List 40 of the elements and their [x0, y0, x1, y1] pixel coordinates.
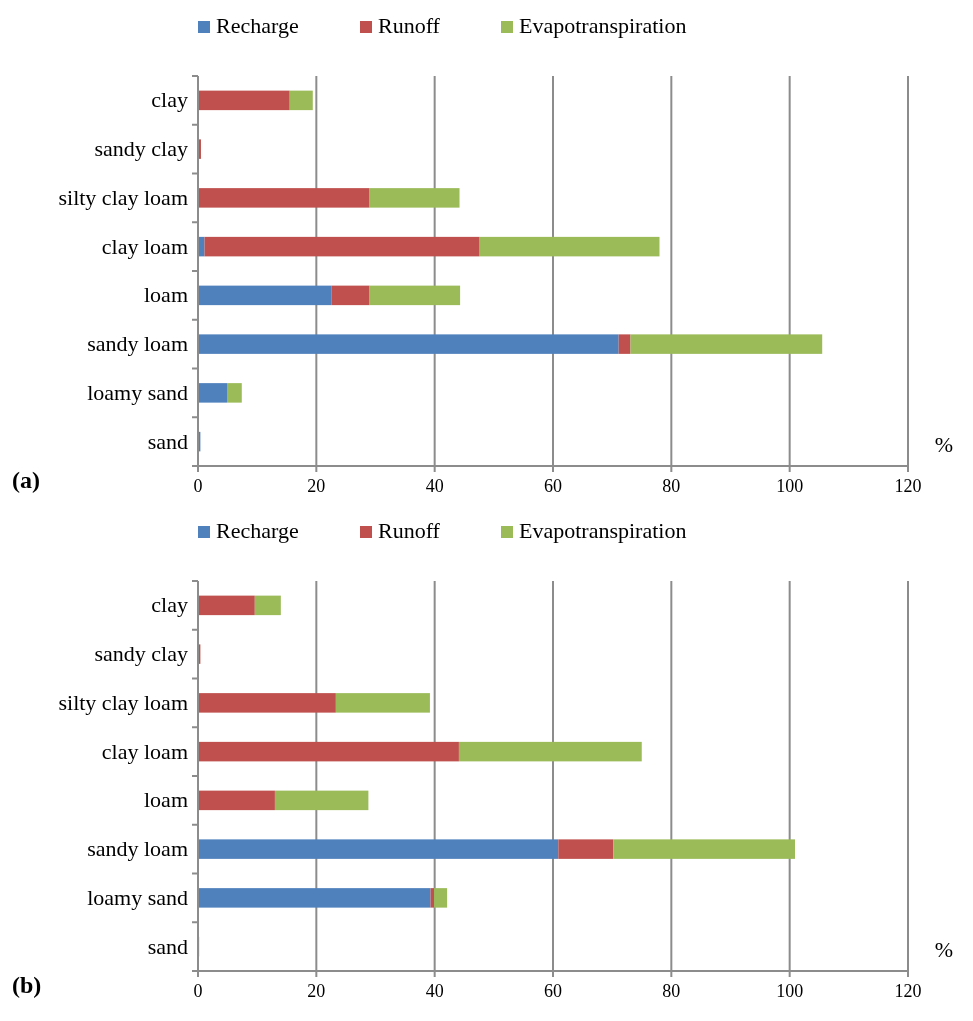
y-tick-label: clay loam: [101, 738, 188, 764]
x-tick-label: 20: [307, 476, 326, 496]
x-tick-label: 0: [193, 476, 203, 496]
y-tick-label: silty clay loam: [58, 184, 188, 210]
legend-label: Runoff: [378, 518, 441, 543]
x-axis-title: %: [934, 937, 953, 962]
y-tick-label: sandy loam: [87, 331, 188, 357]
y-tick-label: sandy loam: [87, 836, 188, 862]
text: (a): [12, 467, 40, 493]
y-tick-label: loam: [144, 787, 188, 813]
x-tick-label: 100: [776, 476, 804, 496]
x-tick-label: 0: [193, 981, 203, 1001]
x-tick-label: 100: [776, 981, 804, 1001]
x-tick-label: 80: [662, 981, 681, 1001]
x-tick-label: 80: [662, 476, 681, 496]
text: (b): [12, 972, 42, 998]
legend-label: Recharge: [216, 518, 299, 543]
x-tick-label: 40: [425, 981, 444, 1001]
legend-label: Evapotranspiration: [519, 518, 687, 543]
x-tick-label: 60: [544, 476, 562, 496]
y-tick-label: silty clay loam: [58, 689, 188, 715]
x-axis-title: %: [934, 432, 953, 457]
y-tick-label: sandy clay: [94, 136, 188, 162]
x-tick-label: 40: [425, 476, 444, 496]
x-tick-label: 60: [544, 981, 562, 1001]
legend-label: Recharge: [216, 13, 299, 38]
x-tick-label: 120: [894, 981, 922, 1001]
y-tick-label: loamy sand: [87, 379, 188, 405]
legend-label: Evapotranspiration: [519, 13, 687, 38]
x-tick-label: 120: [894, 476, 922, 496]
legend-label: Runoff: [378, 13, 441, 38]
y-tick-label: clay loam: [101, 233, 188, 259]
y-tick-label: loamy sand: [87, 884, 188, 910]
y-tick-label: sandy clay: [94, 641, 188, 667]
y-tick-label: sand: [147, 428, 188, 454]
x-tick-label: 20: [307, 981, 326, 1001]
y-tick-label: loam: [144, 282, 188, 308]
y-tick-label: clay: [151, 592, 188, 618]
y-tick-label: clay: [151, 87, 188, 113]
y-tick-label: sand: [147, 933, 188, 959]
